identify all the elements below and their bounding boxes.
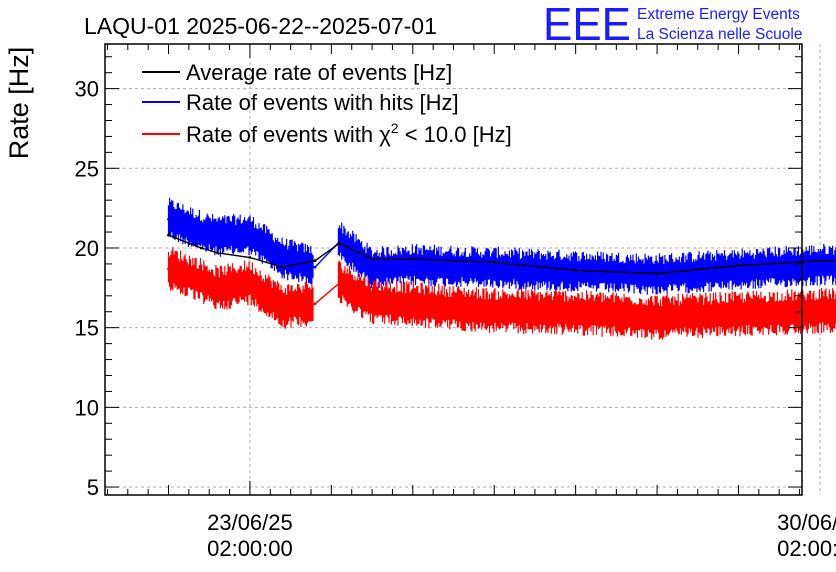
series-point-0 — [338, 241, 341, 245]
series-point-0 — [655, 272, 659, 275]
series-point-0 — [370, 257, 374, 261]
series-layer — [167, 197, 836, 340]
x-tick-label-time: 02:00:00 — [777, 536, 836, 561]
y-tick-label: 15 — [75, 316, 99, 341]
series-point-1 — [492, 267, 496, 271]
series-0 — [167, 233, 836, 275]
series-point-1 — [370, 267, 374, 271]
y-axis-label: Rate [Hz] — [4, 47, 34, 160]
x-tick-label-date: 23/06/25 — [207, 510, 293, 535]
series-point-0 — [248, 256, 252, 259]
series-point-0 — [574, 268, 577, 272]
series-band-2 — [167, 247, 836, 340]
series-point-0 — [216, 251, 219, 255]
y-tick-label: 10 — [75, 395, 99, 420]
series-point-2 — [248, 281, 252, 285]
series-point-1 — [167, 217, 170, 221]
y-tick-label: 30 — [75, 77, 99, 102]
series-point-2 — [313, 302, 317, 306]
eee-logo: EEE Extreme Energy Events La Scienza nel… — [543, 0, 802, 50]
series-point-0 — [167, 233, 170, 237]
series-point-1 — [248, 233, 252, 237]
series-point-0 — [492, 260, 496, 264]
series-point-1 — [216, 235, 219, 239]
y-tick-label: 5 — [87, 475, 99, 500]
legend-label-avg: Average rate of events [Hz] — [186, 60, 452, 85]
y-tick-label: 20 — [75, 236, 99, 261]
series-1 — [167, 197, 836, 295]
series-point-2 — [411, 304, 415, 307]
series-point-2 — [281, 305, 284, 309]
legend-chi2-symbol: χ — [379, 122, 391, 147]
eee-logo-line2: La Scienza nelle Scuole — [637, 26, 802, 43]
series-point-2 — [818, 310, 822, 314]
series-point-2 — [167, 267, 170, 271]
chart-title: LAQU-01 2025-06-22--2025-07-01 — [84, 13, 437, 39]
eee-logo-line1: Extreme Energy Events — [637, 6, 800, 23]
legend-chi2-superscript: 2 — [391, 120, 399, 136]
series-point-1 — [737, 268, 740, 272]
series-point-2 — [216, 288, 219, 291]
axes: 5101520253023/06/2502:00:0030/06/2502:00… — [75, 43, 836, 561]
series-point-1 — [313, 265, 317, 269]
series-point-0 — [818, 259, 822, 263]
series-point-0 — [281, 265, 284, 269]
y-tick-label: 25 — [75, 156, 99, 181]
series-point-2 — [199, 280, 203, 283]
series-point-0 — [313, 259, 317, 263]
series-point-2 — [338, 281, 341, 285]
x-tick-label-time: 02:00:00 — [207, 536, 293, 561]
series-point-2 — [655, 316, 659, 320]
series-point-1 — [411, 264, 415, 267]
series-point-1 — [281, 257, 284, 261]
series-point-0 — [737, 264, 740, 267]
series-point-0 — [199, 246, 203, 250]
legend-label-chi2: Rate of events with χ2 < 10.0 [Hz] — [186, 120, 512, 147]
series-2 — [167, 247, 836, 340]
legend-label-hits: Rate of events with hits [Hz] — [186, 90, 459, 115]
x-tick-label-date: 30/06/25 — [777, 510, 836, 535]
series-point-2 — [574, 311, 577, 315]
legend-chi2-prefix: Rate of events with — [186, 122, 379, 147]
series-point-2 — [370, 300, 374, 304]
legend-chi2-suffix: < 10.0 [Hz] — [399, 122, 512, 147]
series-point-2 — [737, 313, 740, 317]
series-point-1 — [818, 264, 822, 267]
series-point-2 — [492, 310, 496, 314]
legend: Average rate of events [Hz] Rate of even… — [142, 60, 512, 147]
series-point-1 — [199, 230, 203, 234]
series-point-0 — [411, 257, 415, 261]
eee-logo-mark: EEE — [543, 0, 631, 50]
